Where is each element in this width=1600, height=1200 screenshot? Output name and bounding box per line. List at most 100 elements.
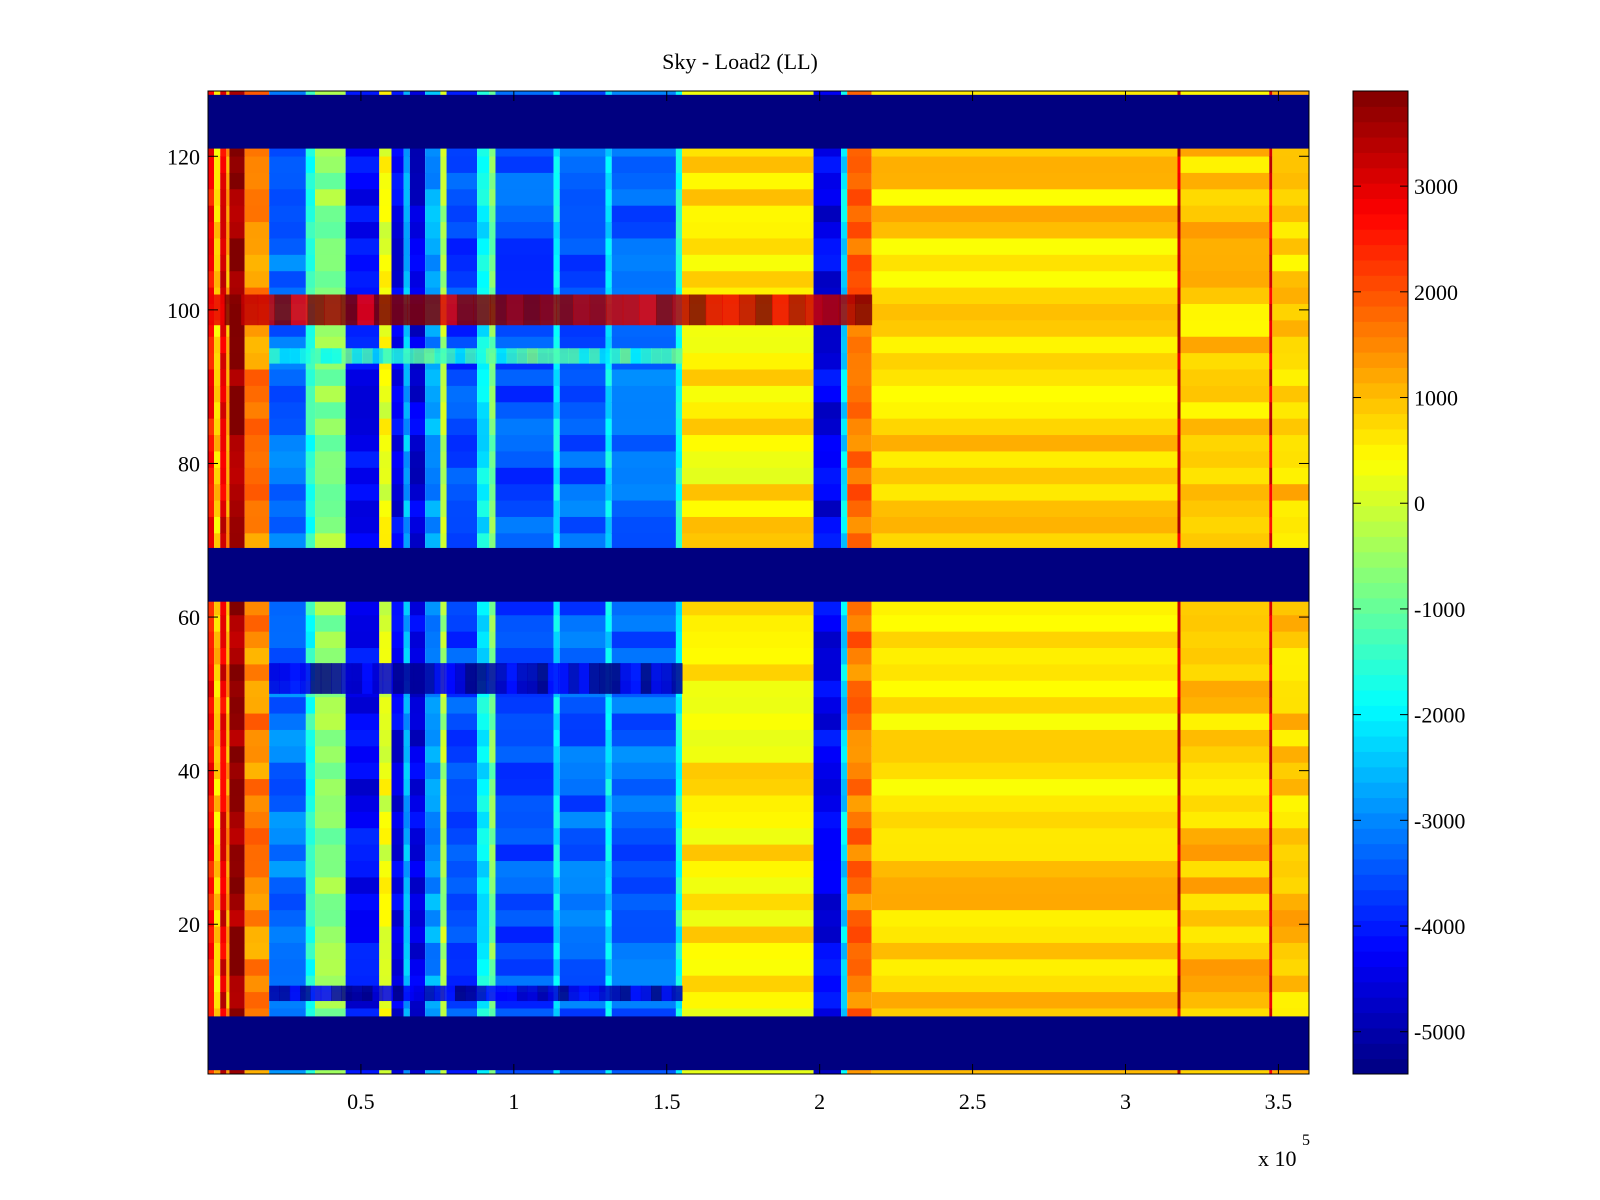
- heatmap-cell: [477, 533, 490, 551]
- heatmap-cell: [871, 779, 1178, 796]
- x-tick-label: 1: [508, 1089, 519, 1114]
- heatmap-band-cell: [568, 663, 580, 694]
- heatmap-cell: [675, 320, 683, 338]
- heatmap-cell: [315, 418, 346, 436]
- heatmap-cell: [1272, 189, 1309, 207]
- heatmap-cell: [379, 598, 392, 616]
- colorbar-step: [1353, 275, 1408, 292]
- heatmap-cell: [446, 811, 478, 829]
- heatmap-cell: [1269, 811, 1273, 829]
- heatmap-cell: [425, 451, 441, 469]
- heatmap-cell: [305, 484, 316, 502]
- heatmap-cell: [403, 336, 410, 354]
- heatmap-cell: [1272, 664, 1309, 682]
- heatmap-cell: [605, 189, 612, 207]
- heatmap-cell: [226, 189, 230, 207]
- heatmap-cell: [1177, 992, 1181, 1009]
- colorbar-step: [1353, 1012, 1408, 1029]
- heatmap-cell: [345, 697, 380, 715]
- colorbar-tick-label: -4000: [1414, 914, 1465, 939]
- heatmap-cell: [682, 680, 814, 698]
- heatmap-cell: [440, 533, 447, 551]
- heatmap-band-cell: [434, 985, 446, 1002]
- heatmap-cell: [425, 942, 441, 960]
- heatmap-cell: [813, 811, 842, 829]
- heatmap-cell: [559, 385, 606, 403]
- heatmap-cell: [871, 303, 1178, 321]
- heatmap-cell: [605, 746, 612, 764]
- heatmap-cell: [847, 959, 872, 977]
- heatmap-cell: [605, 729, 612, 747]
- heatmap-cell: [841, 926, 848, 944]
- colorbar-step: [1353, 229, 1408, 246]
- heatmap-row-band: [269, 663, 683, 694]
- heatmap-cell: [391, 861, 404, 878]
- heatmap-cell: [813, 271, 842, 289]
- heatmap-cell: [1180, 222, 1270, 239]
- heatmap-cell: [553, 729, 560, 747]
- heatmap-band-cell: [224, 294, 242, 326]
- heatmap-cell: [446, 795, 478, 813]
- heatmap-cell: [489, 959, 496, 977]
- heatmap-cell: [345, 598, 380, 616]
- heatmap-cell: [477, 631, 490, 649]
- heatmap-band-cell: [475, 985, 487, 1002]
- colorbar-step: [1353, 628, 1408, 645]
- heatmap-cell: [495, 648, 554, 665]
- heatmap-cell: [682, 828, 814, 846]
- heatmap-cell: [682, 435, 814, 452]
- heatmap-cell: [559, 500, 606, 518]
- heatmap-cell: [403, 779, 410, 796]
- heatmap-cell: [214, 500, 221, 518]
- heatmap-cell: [214, 926, 221, 944]
- heatmap-cell: [1272, 533, 1309, 551]
- heatmap-cell: [425, 598, 441, 616]
- heatmap-cell: [675, 615, 683, 633]
- heatmap-cell: [244, 877, 270, 895]
- heatmap-band-cell: [289, 985, 301, 1002]
- heatmap-cell: [379, 910, 392, 928]
- heatmap-cell: [440, 402, 447, 420]
- heatmap-cell: [345, 713, 380, 731]
- heatmap-cell: [1180, 287, 1270, 305]
- heatmap-cell: [1180, 353, 1270, 371]
- heatmap-cell: [1180, 238, 1270, 256]
- heatmap-cell: [379, 811, 392, 829]
- heatmap-cell: [813, 598, 842, 616]
- heatmap-cell: [1180, 631, 1270, 649]
- heatmap-cell: [379, 861, 392, 878]
- heatmap-cell: [208, 467, 215, 485]
- colorbar-step: [1353, 459, 1408, 476]
- heatmap-band-cell: [661, 663, 673, 694]
- heatmap-cell: [1177, 287, 1181, 305]
- heatmap-cell: [220, 385, 227, 403]
- heatmap-cell: [403, 926, 410, 944]
- heatmap-cell: [813, 910, 842, 928]
- heatmap-cell: [1269, 729, 1273, 747]
- heatmap-cell: [1269, 402, 1273, 420]
- heatmap-cell: [214, 664, 221, 682]
- heatmap-band-cell: [722, 294, 740, 326]
- heatmap-cell: [226, 500, 230, 518]
- heatmap-cell: [208, 926, 215, 944]
- heatmap-cell: [682, 205, 814, 223]
- heatmap-cell: [1269, 222, 1273, 239]
- heatmap-cell: [305, 418, 316, 436]
- heatmap-cell: [847, 729, 872, 747]
- heatmap-cell: [244, 648, 270, 665]
- heatmap-cell: [403, 533, 410, 551]
- heatmap-cell: [391, 500, 404, 518]
- heatmap-cell: [813, 467, 842, 485]
- heatmap-cell: [305, 910, 316, 928]
- heatmap-cell: [559, 533, 606, 551]
- heatmap-cell: [847, 205, 872, 223]
- heatmap-cell: [847, 516, 872, 534]
- heatmap-cell: [208, 631, 215, 649]
- heatmap-cell: [1269, 746, 1273, 764]
- heatmap-cell: [403, 828, 410, 846]
- heatmap-cell: [841, 664, 848, 682]
- heatmap-cell: [409, 500, 426, 518]
- heatmap-cell: [1177, 189, 1181, 207]
- heatmap-cell: [813, 336, 842, 354]
- heatmap-cell: [220, 320, 227, 338]
